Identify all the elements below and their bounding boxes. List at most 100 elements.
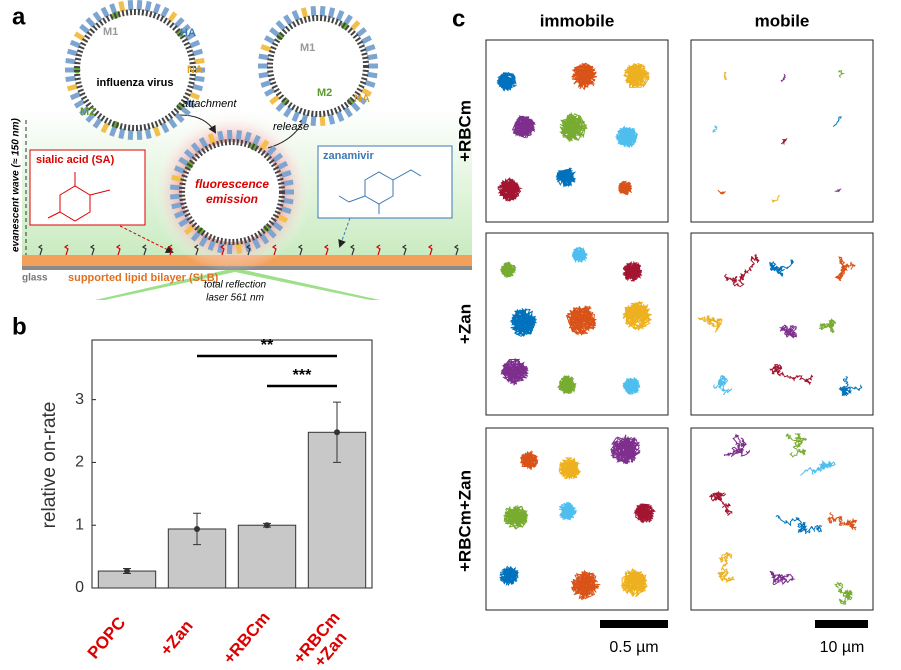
trajectory xyxy=(771,194,781,203)
spike xyxy=(252,237,261,250)
zan-structure xyxy=(338,169,422,214)
trajectory xyxy=(769,570,796,586)
receptor xyxy=(323,244,329,256)
trajectory xyxy=(622,300,653,331)
spike xyxy=(73,31,86,41)
spike xyxy=(174,17,185,28)
laser-label: laser 561 nm xyxy=(206,293,264,304)
spike xyxy=(69,39,81,49)
laser-label: total reflection xyxy=(204,280,267,291)
virus-body xyxy=(182,142,282,242)
evanescent-label: evanescent wave (≈ 150 nm) xyxy=(11,117,22,252)
spike xyxy=(173,210,186,219)
trajectory xyxy=(723,433,751,458)
spike xyxy=(167,11,178,23)
spike xyxy=(343,14,353,26)
spike xyxy=(291,10,301,22)
spike xyxy=(258,53,270,61)
spike xyxy=(244,131,252,143)
spike xyxy=(160,122,170,134)
spike xyxy=(192,83,204,92)
spike xyxy=(360,87,372,97)
trajectory xyxy=(769,363,814,385)
column-header: immobile xyxy=(540,11,615,30)
trajectory xyxy=(832,116,842,127)
spike xyxy=(366,71,378,79)
receptor xyxy=(193,244,199,256)
virus-label: influenza virus xyxy=(96,77,173,89)
attachment-label: attachment xyxy=(182,98,237,110)
trajectory xyxy=(780,73,787,82)
trajectory xyxy=(709,491,733,516)
spike xyxy=(259,233,270,245)
spike xyxy=(136,129,143,141)
spike xyxy=(335,10,345,22)
spike xyxy=(355,94,367,105)
mean-point xyxy=(334,429,340,436)
scale-label: 0.5 µm xyxy=(609,639,658,656)
zan-title: zanamivir xyxy=(323,150,374,162)
spike xyxy=(282,197,294,205)
spike xyxy=(310,115,317,127)
spike xyxy=(269,94,281,105)
row-label: +Zan xyxy=(455,304,474,344)
trajectory xyxy=(818,318,837,334)
spike xyxy=(272,221,284,232)
y-axis-label: relative on-rate xyxy=(39,402,60,529)
spike xyxy=(291,110,301,122)
spike xyxy=(280,169,292,178)
spike xyxy=(350,101,361,112)
spike xyxy=(169,184,181,191)
trajectory xyxy=(826,512,858,531)
spike xyxy=(127,0,134,11)
column-header: mobile xyxy=(755,11,810,30)
spike xyxy=(66,48,78,57)
spike xyxy=(194,75,205,83)
plot-frame xyxy=(91,339,373,589)
spike xyxy=(264,87,276,97)
trajectory xyxy=(837,69,845,78)
trajectory xyxy=(697,315,723,333)
trajectory xyxy=(498,565,519,587)
trajectory xyxy=(717,551,736,583)
spike xyxy=(259,139,270,151)
receptor xyxy=(453,244,459,256)
trajectory xyxy=(496,71,518,92)
spike xyxy=(85,17,96,28)
trajectory xyxy=(800,459,836,476)
trajectory xyxy=(614,125,638,148)
spike xyxy=(192,48,204,57)
trajectory xyxy=(570,569,602,601)
spike xyxy=(276,213,289,224)
trajectory xyxy=(623,62,651,89)
significance-label: *** xyxy=(293,367,312,384)
spike xyxy=(275,20,286,31)
spike xyxy=(144,128,152,140)
spike xyxy=(73,99,86,109)
m2-label: M2 xyxy=(80,106,95,118)
trajectory xyxy=(838,376,863,397)
release-label: release xyxy=(273,121,309,133)
trajectory xyxy=(717,189,727,195)
spike xyxy=(198,137,209,149)
significance-label: ** xyxy=(261,337,274,354)
spike xyxy=(152,125,161,137)
receptor xyxy=(375,244,381,256)
trajectory xyxy=(610,434,641,465)
spike xyxy=(184,31,197,41)
spike xyxy=(252,134,261,147)
trajectory-box xyxy=(690,39,874,223)
spike xyxy=(335,110,345,122)
spike xyxy=(217,242,225,254)
trajectory xyxy=(780,137,788,146)
spike xyxy=(343,106,353,118)
spike xyxy=(272,152,284,163)
spike xyxy=(189,91,201,101)
panel-label: c xyxy=(452,5,465,32)
trajectory xyxy=(497,177,523,202)
spike xyxy=(282,179,294,187)
spike xyxy=(276,160,289,171)
m2-label: M2 xyxy=(317,87,332,99)
trajectory xyxy=(558,457,582,480)
